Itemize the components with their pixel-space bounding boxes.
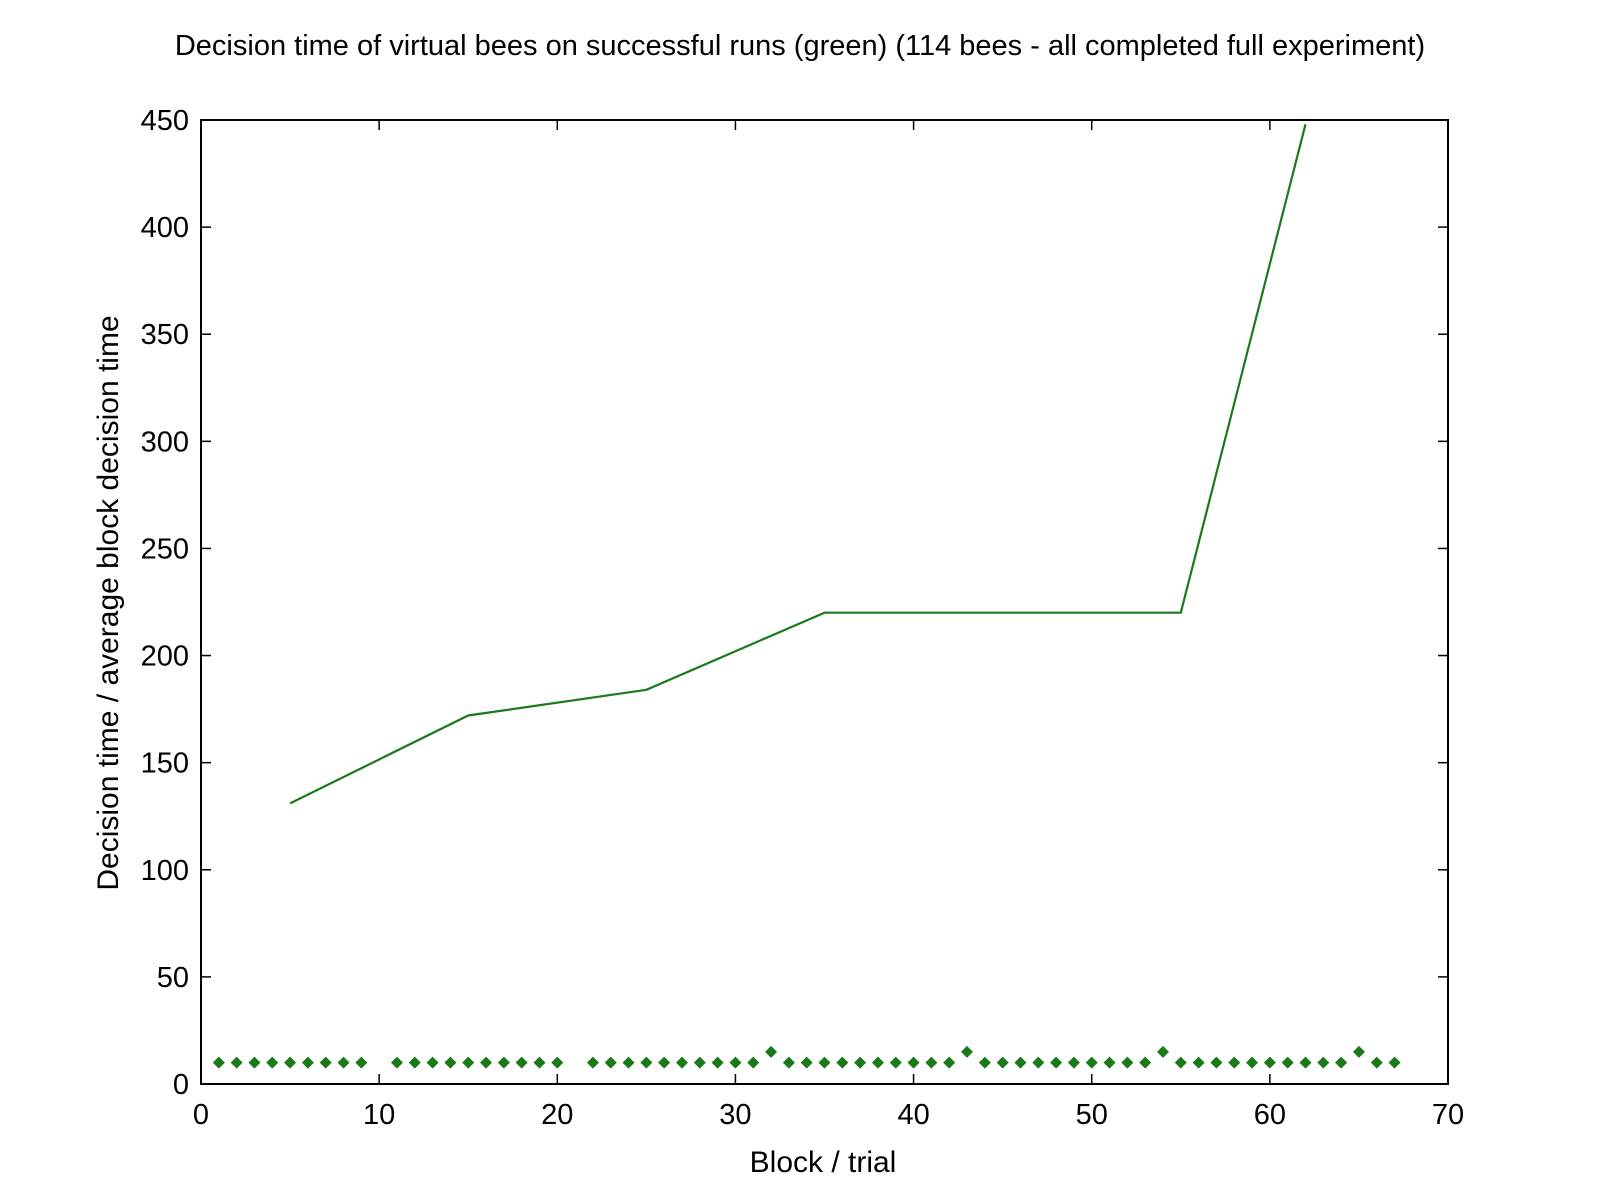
scatter-point [1067,1056,1080,1069]
y-tick-label: 250 [141,533,189,565]
scatter-point [1299,1056,1312,1069]
scatter-point [1210,1056,1223,1069]
y-axis-title: Decision time / average block decision t… [92,315,125,890]
scatter-point [515,1056,528,1069]
plot-frame [200,119,1449,1085]
scatter-point [996,1056,1009,1069]
scatter-point [301,1056,314,1069]
scatter-point [230,1056,243,1069]
scatter-point [1139,1056,1152,1069]
scatter-point [1156,1045,1169,1058]
scatter-point [871,1056,884,1069]
scatter-point [1281,1056,1294,1069]
scatter-point [782,1056,795,1069]
scatter-point [1388,1056,1401,1069]
y-axis-ticks: 0 50 100 150 200 250 300 350 400 450 [141,105,1448,1101]
scatter-point [337,1056,350,1069]
y-tick-label: 50 [157,962,189,994]
scatter-point [658,1056,671,1069]
scatter-point [1032,1056,1045,1069]
scatter-point [1317,1056,1330,1069]
scatter-point [408,1056,421,1069]
x-tick-label: 20 [541,1099,573,1131]
scatter-point [765,1045,778,1058]
scatter-point [1103,1056,1116,1069]
x-tick-label: 30 [719,1099,751,1131]
scatter-point [390,1056,403,1069]
scatter-point [1192,1056,1205,1069]
scatter-point [1370,1056,1383,1069]
y-tick-label: 0 [173,1069,189,1101]
x-tick-label: 50 [1076,1099,1108,1131]
scatter-point [533,1056,546,1069]
scatter-point [907,1056,920,1069]
scatter-point [640,1056,653,1069]
scatter-point [622,1056,635,1069]
x-tick-label: 70 [1432,1099,1464,1131]
scatter-point [480,1056,493,1069]
scatter-point [854,1056,867,1069]
scatter-point [604,1056,617,1069]
x-tick-label: 10 [363,1099,395,1131]
scatter-point [444,1056,457,1069]
scatter-point [426,1056,439,1069]
scatter-point [497,1056,510,1069]
scatter-series [212,1045,1401,1069]
scatter-point [1263,1056,1276,1069]
x-axis-title: Block / trial [750,1146,897,1179]
scatter-point [729,1056,742,1069]
scatter-point [1014,1056,1027,1069]
scatter-point [248,1056,261,1069]
series-layer [212,124,1401,1069]
y-tick-label: 300 [141,426,189,458]
scatter-point [1050,1056,1063,1069]
y-tick-label: 350 [141,319,189,351]
scatter-point [747,1056,760,1069]
y-tick-label: 100 [141,855,189,887]
scatter-point [693,1056,706,1069]
scatter-point [961,1045,974,1058]
scatter-point [943,1056,956,1069]
scatter-point [978,1056,991,1069]
x-tick-label: 40 [897,1099,929,1131]
scatter-point [889,1056,902,1069]
scatter-point [836,1056,849,1069]
series-line [289,124,1307,805]
scatter-point [1335,1056,1348,1069]
x-axis-ticks: 0 10 20 30 40 50 60 70 [193,120,1464,1131]
scatter-point [319,1056,332,1069]
chart-title: Decision time of virtual bees on success… [175,30,1425,62]
scatter-point [1228,1056,1241,1069]
scatter-point [284,1056,297,1069]
scatter-point [711,1056,724,1069]
scatter-point [1121,1056,1134,1069]
scatter-point [586,1056,599,1069]
y-tick-label: 200 [141,641,189,673]
scatter-point [1085,1056,1098,1069]
scatter-point [462,1056,475,1069]
scatter-point [1352,1045,1365,1058]
scatter-point [1174,1056,1187,1069]
scatter-point [212,1056,225,1069]
y-tick-label: 150 [141,748,189,780]
scatter-point [675,1056,688,1069]
scatter-point [551,1056,564,1069]
x-tick-label: 60 [1254,1099,1286,1131]
scatter-point [266,1056,279,1069]
x-tick-label: 0 [193,1099,209,1131]
scatter-point [355,1056,368,1069]
scatter-point [818,1056,831,1069]
y-tick-label: 400 [141,212,189,244]
scatter-point [800,1056,813,1069]
y-tick-label: 450 [141,105,189,137]
scatter-point [1246,1056,1259,1069]
scatter-point [925,1056,938,1069]
